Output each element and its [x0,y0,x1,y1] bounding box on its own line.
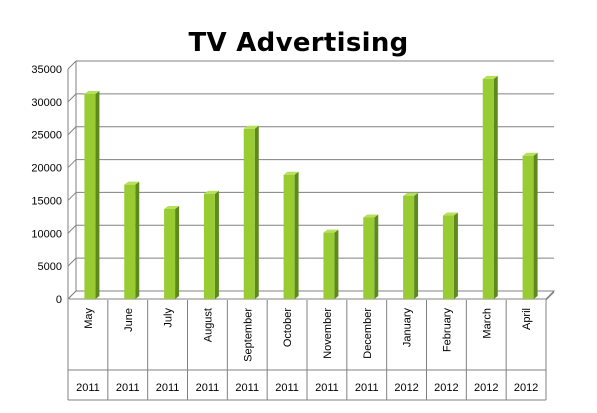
bar [363,214,379,299]
bar [243,125,259,299]
x-year-label: 2011 [156,382,180,394]
x-year-label: 2011 [315,382,339,394]
y-tick-label: 25000 [31,130,62,142]
bar-side [214,190,219,299]
gridline-perspective [67,192,77,201]
x-tick-label: February [441,308,453,353]
bar-side [374,214,379,299]
bar-front [482,78,494,299]
bar [203,190,219,299]
bar-top [442,212,458,216]
x-tick-label: November [322,308,334,359]
bar-front [84,93,96,299]
x-tick-label: August [202,308,214,342]
bar-top [124,181,140,185]
bar-top [482,75,498,79]
x-tick-label: April [521,308,533,330]
bar-front [124,184,136,299]
x-year-label: 2011 [275,382,299,394]
y-tick-label: 0 [56,294,62,306]
x-tick-label: June [123,308,135,332]
bar-front [283,174,295,299]
bar-side [453,212,458,299]
bar-front [442,215,454,299]
bar-top [203,190,219,194]
y-tick-label: 15000 [31,195,62,207]
x-year-label: 2011 [116,382,140,394]
gridline-perspective [67,224,77,234]
bar-side [254,125,259,299]
bar-front [243,128,255,299]
bar-side [334,229,339,299]
x-year-label: 2012 [434,382,458,394]
bar [482,75,498,299]
gridline-perspective [67,93,77,103]
x-tick-label: May [83,308,95,329]
x-year-label: 2012 [514,382,538,394]
bar [323,229,339,299]
bar [84,90,100,299]
bar-side [175,205,180,299]
bar [283,171,299,299]
x-tick-label: January [402,308,414,348]
bar-top [84,90,100,94]
y-tick-label: 35000 [31,64,62,76]
y-tick-label: 20000 [31,163,62,175]
bar-side [95,90,100,299]
bar [164,205,180,299]
chart-floor [66,290,556,300]
x-tick-label: July [163,308,175,328]
bar-front [403,195,415,299]
y-tick-label: 5000 [38,261,62,273]
bar [522,152,538,299]
bar-top [323,229,339,233]
bar-top [403,192,419,196]
x-tick-label: September [242,308,254,362]
bar-front [164,208,176,299]
bar-top [164,205,180,209]
bar-side [493,75,498,299]
bar [124,181,140,299]
x-tick-label: March [481,308,493,339]
gridline-perspective [67,159,77,168]
gridline-perspective [67,257,77,267]
floor-edge [545,291,555,301]
bar-top [363,214,379,218]
gridline-perspective [67,126,77,136]
bar-front [323,232,335,299]
x-year-label: 2011 [196,382,220,394]
x-tick-label: October [282,308,294,347]
bar-front [363,217,375,299]
x-year-label: 2012 [474,382,498,394]
bar [403,192,419,299]
x-year-label: 2011 [235,382,259,394]
x-year-label: 2011 [76,382,100,394]
bar-top [522,152,538,156]
gridline-perspective [67,60,77,70]
bar-side [414,192,419,299]
bar-side [294,171,299,299]
bar-front [203,193,215,299]
y-tick-label: 10000 [31,228,62,240]
y-tick-label: 30000 [31,97,62,109]
chart-title: TV Advertising [188,28,409,58]
bar-top [243,125,259,129]
x-year-label: 2011 [355,382,379,394]
x-tick-label: December [362,308,374,359]
bar [442,212,458,299]
bar-side [533,152,538,299]
bar-side [135,181,140,299]
x-year-label: 2012 [394,382,418,394]
bar-top [283,171,299,175]
bar-front [522,155,534,299]
